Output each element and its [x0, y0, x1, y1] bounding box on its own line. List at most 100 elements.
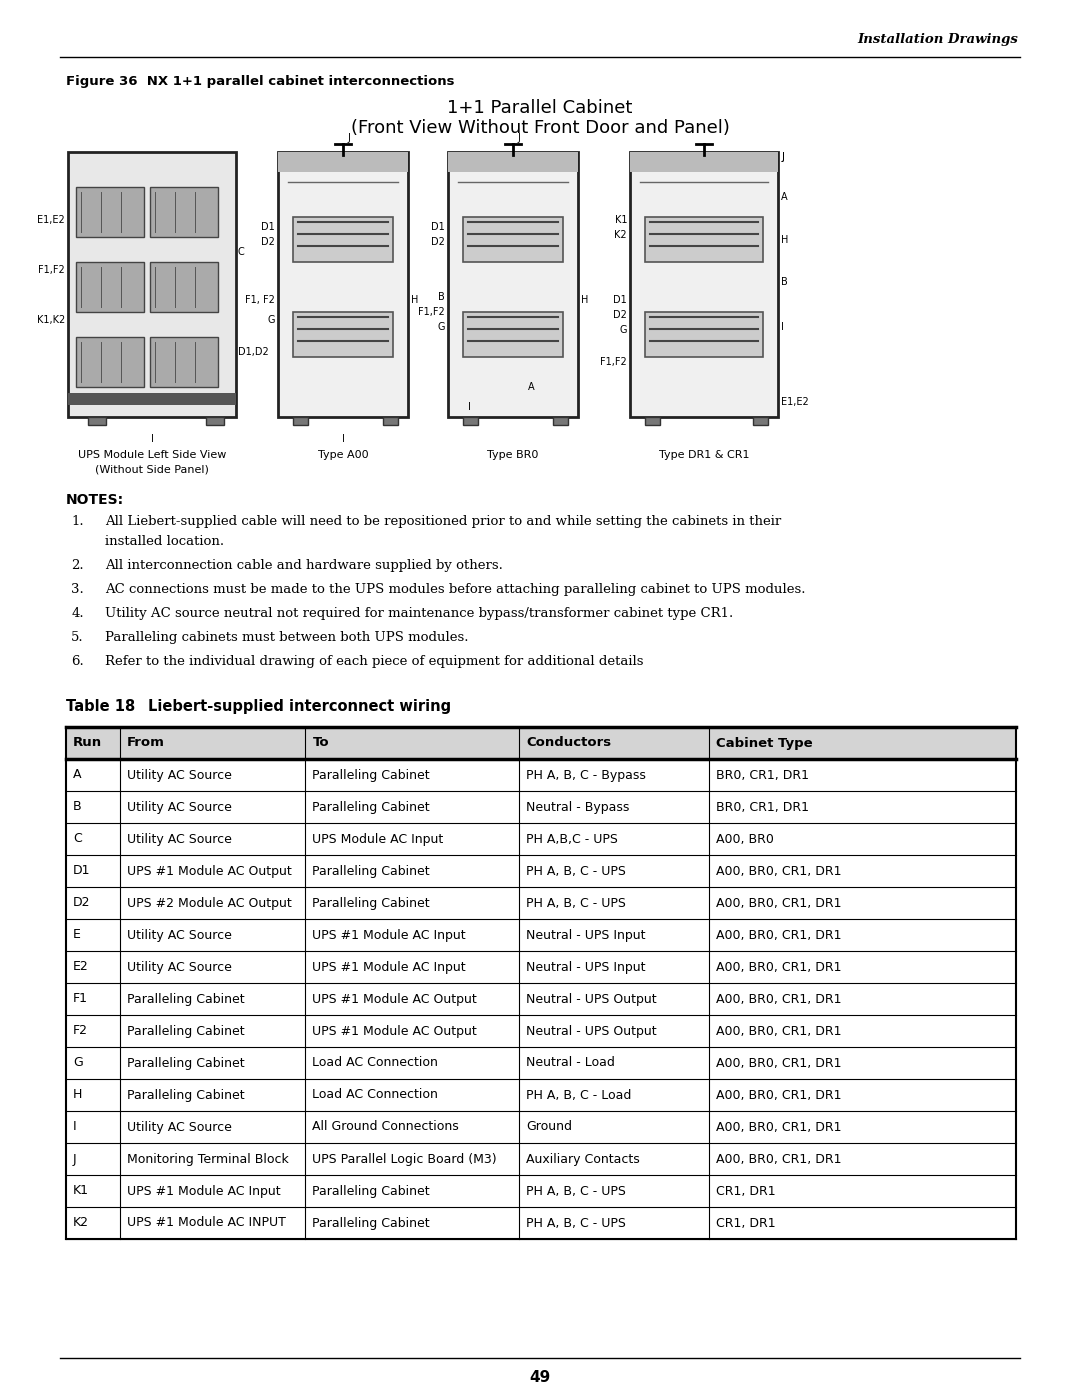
Text: CR1, DR1: CR1, DR1: [716, 1217, 775, 1229]
Text: Neutral - UPS Output: Neutral - UPS Output: [526, 992, 657, 1006]
Text: B: B: [781, 277, 787, 286]
Text: 5.: 5.: [71, 631, 84, 644]
Text: UPS #1 Module AC Output: UPS #1 Module AC Output: [127, 865, 292, 877]
Text: G: G: [620, 326, 627, 335]
Text: F1, F2: F1, F2: [245, 295, 275, 305]
Text: F1,F2: F1,F2: [38, 265, 65, 275]
Text: Paralleling Cabinet: Paralleling Cabinet: [127, 1056, 245, 1070]
Bar: [278, 152, 408, 172]
Text: All interconnection cable and hardware supplied by others.: All interconnection cable and hardware s…: [105, 559, 503, 571]
Text: D1,D2: D1,D2: [238, 346, 269, 358]
Text: 1.: 1.: [71, 515, 84, 528]
Text: A00, BR0, CR1, DR1: A00, BR0, CR1, DR1: [716, 865, 841, 877]
Text: Figure 36  NX 1+1 parallel cabinet interconnections: Figure 36 NX 1+1 parallel cabinet interc…: [66, 75, 455, 88]
Text: A00, BR0, CR1, DR1: A00, BR0, CR1, DR1: [716, 1088, 841, 1101]
Text: UPS #2 Module AC Output: UPS #2 Module AC Output: [127, 897, 292, 909]
Bar: [463, 217, 563, 263]
Text: K2: K2: [73, 1217, 89, 1229]
Text: PH A, B, C - Bypass: PH A, B, C - Bypass: [526, 768, 646, 781]
Bar: [448, 152, 578, 172]
Text: B: B: [73, 800, 82, 813]
Text: K2: K2: [615, 231, 627, 240]
Text: Table 18: Table 18: [66, 698, 135, 714]
Text: I: I: [150, 434, 153, 444]
Text: D2: D2: [261, 237, 275, 247]
Text: UPS #1 Module AC Input: UPS #1 Module AC Input: [312, 961, 467, 974]
Text: Paralleling Cabinet: Paralleling Cabinet: [127, 992, 245, 1006]
Bar: [76, 337, 144, 387]
Text: Run: Run: [73, 736, 103, 750]
Text: 49: 49: [529, 1370, 551, 1386]
Text: Utility AC Source: Utility AC Source: [127, 1120, 232, 1133]
Text: A00, BR0, CR1, DR1: A00, BR0, CR1, DR1: [716, 992, 841, 1006]
Text: Neutral - UPS Input: Neutral - UPS Input: [526, 929, 646, 942]
Text: Conductors: Conductors: [526, 736, 611, 750]
Text: PH A, B, C - UPS: PH A, B, C - UPS: [526, 1217, 626, 1229]
Text: Auxiliary Contacts: Auxiliary Contacts: [526, 1153, 639, 1165]
Text: Neutral - UPS Input: Neutral - UPS Input: [526, 961, 646, 974]
Text: 2.: 2.: [71, 559, 84, 571]
Text: UPS #1 Module AC Input: UPS #1 Module AC Input: [127, 1185, 281, 1197]
Text: D1: D1: [73, 865, 91, 877]
Text: Ground: Ground: [526, 1120, 572, 1133]
Text: UPS Module Left Side View: UPS Module Left Side View: [78, 450, 226, 460]
Text: G: G: [73, 1056, 83, 1070]
Text: A00, BR0, CR1, DR1: A00, BR0, CR1, DR1: [716, 1056, 841, 1070]
Text: F1: F1: [73, 992, 87, 1006]
Text: Neutral - UPS Output: Neutral - UPS Output: [526, 1024, 657, 1038]
Text: BR0, CR1, DR1: BR0, CR1, DR1: [716, 768, 809, 781]
Text: UPS #1 Module AC INPUT: UPS #1 Module AC INPUT: [127, 1217, 286, 1229]
Bar: [150, 187, 218, 237]
Text: Neutral - Load: Neutral - Load: [526, 1056, 615, 1070]
Bar: [448, 152, 578, 416]
Text: UPS #1 Module AC Output: UPS #1 Module AC Output: [312, 1024, 477, 1038]
Text: To: To: [312, 736, 329, 750]
Text: A: A: [781, 191, 787, 203]
Text: From: From: [127, 736, 165, 750]
Bar: [630, 152, 778, 416]
Text: Paralleling Cabinet: Paralleling Cabinet: [127, 1024, 245, 1038]
Text: F1,F2: F1,F2: [418, 307, 445, 317]
Bar: [645, 416, 660, 425]
Bar: [293, 312, 393, 358]
Text: Paralleling Cabinet: Paralleling Cabinet: [127, 1088, 245, 1101]
Text: All Liebert-supplied cable will need to be repositioned prior to and while setti: All Liebert-supplied cable will need to …: [105, 515, 781, 528]
Text: A: A: [73, 768, 81, 781]
Bar: [150, 263, 218, 312]
Bar: [68, 393, 237, 405]
Text: E1,E2: E1,E2: [781, 397, 809, 407]
Text: (Without Side Panel): (Without Side Panel): [95, 465, 208, 475]
Bar: [383, 416, 399, 425]
Text: F1,F2: F1,F2: [600, 358, 627, 367]
Text: installed location.: installed location.: [105, 535, 225, 548]
Bar: [68, 152, 237, 416]
Text: K1: K1: [73, 1185, 89, 1197]
Text: Paralleling Cabinet: Paralleling Cabinet: [312, 800, 430, 813]
Bar: [87, 416, 106, 425]
Bar: [753, 416, 768, 425]
Text: D2: D2: [431, 237, 445, 247]
Text: C: C: [238, 247, 245, 257]
Text: B: B: [438, 292, 445, 302]
Bar: [293, 416, 308, 425]
Bar: [278, 152, 408, 416]
Text: Load AC Connection: Load AC Connection: [312, 1088, 438, 1101]
Text: UPS Parallel Logic Board (M3): UPS Parallel Logic Board (M3): [312, 1153, 497, 1165]
Text: E1,E2: E1,E2: [37, 215, 65, 225]
Text: A00, BR0, CR1, DR1: A00, BR0, CR1, DR1: [716, 929, 841, 942]
Text: A00, BR0, CR1, DR1: A00, BR0, CR1, DR1: [716, 1024, 841, 1038]
Text: BR0, CR1, DR1: BR0, CR1, DR1: [716, 800, 809, 813]
Bar: [206, 416, 224, 425]
Text: F2: F2: [73, 1024, 87, 1038]
Text: J: J: [781, 152, 784, 162]
Bar: [66, 726, 1016, 759]
Text: PH A, B, C - Load: PH A, B, C - Load: [526, 1088, 632, 1101]
Bar: [645, 312, 762, 358]
Text: Utility AC Source: Utility AC Source: [127, 961, 232, 974]
Text: Utility AC Source: Utility AC Source: [127, 768, 232, 781]
Text: UPS #1 Module AC Output: UPS #1 Module AC Output: [312, 992, 477, 1006]
Text: 6.: 6.: [71, 655, 84, 668]
Text: Utility AC Source: Utility AC Source: [127, 833, 232, 845]
Bar: [645, 217, 762, 263]
Text: H: H: [73, 1088, 82, 1101]
